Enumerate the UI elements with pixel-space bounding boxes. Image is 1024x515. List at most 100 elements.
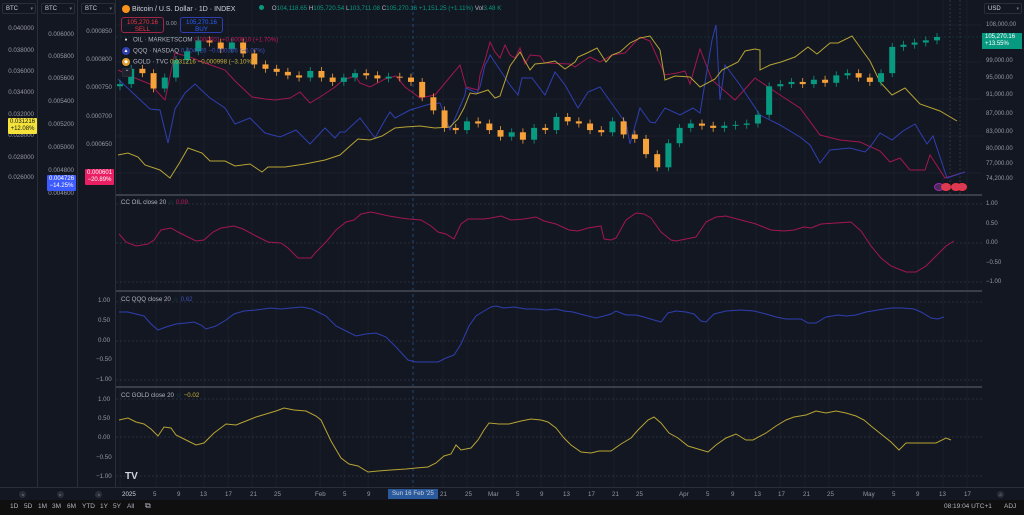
pane-tick: 0.50 (98, 317, 111, 324)
timeframe-5d[interactable]: 5D (24, 503, 33, 510)
scroll-icon[interactable]: ◂ (19, 491, 26, 498)
pane-divider[interactable] (116, 290, 1024, 292)
symbol-legend-oil[interactable]: ● OIL · MARKETSCOM 0.000601 +0.000010 (+1… (122, 36, 278, 44)
pane-divider[interactable] (116, 194, 1024, 196)
qqq-scale-selector[interactable]: BTC ▾ (41, 3, 75, 14)
time-tick: 21 (250, 491, 257, 498)
cc-oil-legend[interactable]: CC OIL close 20 ◌ 0.09 (121, 199, 188, 206)
scale-tick: 0.006000 (48, 31, 74, 38)
pane-tick: −0.50 (96, 454, 112, 461)
chevron-down-icon: ▾ (30, 6, 33, 12)
timeframe-1d[interactable]: 1D (10, 503, 19, 510)
pane-divider[interactable] (116, 386, 1024, 388)
pane-tick: −0.50 (986, 260, 1002, 266)
oil-scale-column[interactable]: BTC ▾ 0.000850 0.000800 0.000750 0.000700… (78, 0, 116, 487)
time-tick: 17 (778, 491, 785, 498)
tradingview-logo-icon[interactable]: TV (125, 471, 138, 482)
visibility-icon[interactable]: ◌ (169, 199, 173, 206)
oil-scale-selector[interactable]: BTC ▾ (81, 3, 115, 14)
timeframe-1m[interactable]: 1M (38, 503, 48, 510)
timeframe-3m[interactable]: 3M (52, 503, 62, 510)
time-tick: 9 (731, 491, 735, 498)
time-tick: Mar (488, 491, 499, 498)
cc-gold-legend[interactable]: CC GOLD close 20 ◌ −0.02 (121, 392, 200, 399)
time-tick: 9 (177, 491, 181, 498)
pane-tick: −1.00 (986, 279, 1002, 285)
symbol-legend-gold[interactable]: ◆ GOLD · TVC 0.031216 −0.000998 (−3.10%) (122, 58, 254, 66)
time-tick: 13 (754, 491, 761, 498)
time-tick: 21 (803, 491, 810, 498)
time-tick: 5 (706, 491, 710, 498)
timeframe-1y[interactable]: 1Y (100, 503, 108, 510)
scale-tick: 0.028000 (8, 154, 34, 161)
time-tick: 5 (892, 491, 896, 498)
time-tick: 5 (153, 491, 157, 498)
price-tick: 80,000.00 (986, 146, 1013, 152)
timeframe-6m[interactable]: 6M (67, 503, 77, 510)
scale-tick: 0.005200 (48, 121, 74, 128)
gold-scale-column[interactable]: BTC ▾ 0.040000 0.038000 0.036000 0.034000… (0, 0, 38, 487)
price-tick: 99,000.00 (986, 58, 1013, 64)
time-tick: 2025 (122, 491, 136, 498)
cc-oil-pane[interactable] (116, 196, 982, 290)
time-tick: 17 (964, 491, 971, 498)
collapse-legend-button[interactable]: ⌃ (122, 68, 132, 77)
scale-tick: 0.004600 (48, 190, 74, 197)
time-tick: 13 (939, 491, 946, 498)
us-flag-icon[interactable] (957, 183, 967, 191)
price-tick: 74,200.00 (986, 176, 1013, 182)
visibility-icon[interactable]: ◌ (176, 392, 181, 399)
gold-icon: ◆ (122, 58, 130, 66)
scale-tick: 0.040000 (8, 25, 34, 32)
price-tick: 95,000.00 (986, 75, 1013, 81)
time-tick: 17 (588, 491, 595, 498)
last-price-badge: 105,270.16 +13.55% (982, 33, 1022, 49)
auto-scale-icon[interactable]: A (997, 491, 1004, 498)
price-tick: 91,000.00 (986, 92, 1013, 98)
scroll-icon[interactable]: ▸ (57, 491, 64, 498)
time-tick: Apr (679, 491, 689, 498)
cc-gold-pane[interactable]: TV (116, 388, 982, 487)
time-tick: 17 (225, 491, 232, 498)
symbol-legend-qqq[interactable]: ▲ QQQ · NASDAQ 0.004726 −0.000306 (−6.07%… (122, 47, 265, 55)
date-range-icon[interactable]: ⧉ (145, 501, 151, 510)
scale-tick: 0.032000 (8, 111, 34, 118)
scale-tick: 0.004800 (48, 167, 74, 174)
scale-tick: 0.034000 (8, 89, 34, 96)
chart-title[interactable]: Bitcoin / U.S. Dollar · 1D · INDEX (122, 5, 235, 13)
scale-tick: 0.028000 (8, 132, 34, 139)
currency-selector[interactable]: USD ▾ (984, 3, 1022, 14)
time-tick: Feb (315, 491, 326, 498)
qqq-scale-column[interactable]: BTC ▾ 0.006000 0.005800 0.005600 0.005400… (38, 0, 78, 487)
buy-button[interactable]: 105,270.16 BUY (180, 17, 223, 33)
timeframe-ytd[interactable]: YTD (82, 503, 95, 510)
time-axis[interactable]: ◂ ▸ ◂ 2025 5 9 13 17 21 25 Feb 5 9 Sun 1… (0, 487, 1024, 500)
gold-scale-selector[interactable]: BTC ▾ (2, 3, 36, 14)
chart-canvas[interactable] (116, 0, 982, 487)
pane-tick: 0.50 (98, 415, 111, 422)
pane-tick: 0.00 (986, 240, 998, 246)
timeframe-all[interactable]: All (127, 503, 135, 510)
us-flag-icon[interactable] (941, 183, 951, 191)
clock[interactable]: 08:19:04 UTC+1 (944, 503, 992, 510)
price-axis[interactable]: USD ▾ 108,000.00 105,270.16 +13.55% 99,000… (982, 0, 1024, 487)
visibility-icon[interactable]: ◌ (173, 296, 178, 303)
time-tick: 21 (612, 491, 619, 498)
timeframe-5y[interactable]: 5Y (113, 503, 121, 510)
price-tick: 87,000.00 (986, 111, 1013, 117)
time-tick: 13 (563, 491, 570, 498)
cc-qqq-pane[interactable] (116, 292, 982, 386)
time-tick: 13 (200, 491, 207, 498)
time-tick: 5 (343, 491, 347, 498)
chevron-down-icon: ▾ (1016, 6, 1019, 12)
time-tick: May (863, 491, 875, 498)
live-dot-icon (259, 5, 264, 10)
scroll-icon[interactable]: ◂ (95, 491, 102, 498)
cc-qqq-legend[interactable]: CC QQQ close 20 ◌ 0.62 (121, 296, 193, 303)
sell-button[interactable]: 105,270.16 SELL (121, 17, 164, 33)
crosshair-date-label: Sun 16 Feb '25 (388, 489, 438, 499)
time-tick: 9 (540, 491, 544, 498)
pane-tick: 1.00 (98, 396, 111, 403)
time-tick: 21 (440, 491, 447, 498)
adj-toggle[interactable]: ADJ (1004, 503, 1017, 510)
